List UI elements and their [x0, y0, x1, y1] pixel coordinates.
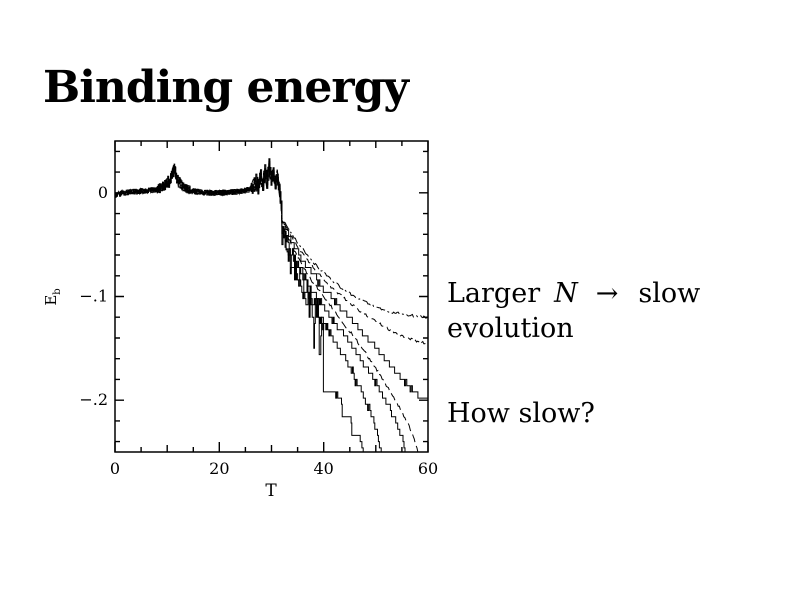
data-curves: [115, 158, 428, 452]
x-axis-label: T: [265, 481, 277, 501]
curve-run-7-largest-N: [115, 164, 428, 319]
annotation-how-slow: How slow?: [447, 398, 595, 429]
slide-title: Binding energy: [43, 62, 409, 113]
curve-run-3: [115, 158, 406, 452]
curve-run-5: [115, 161, 428, 399]
right-arrow-glyph: →: [595, 278, 619, 309]
y-tick-label: 0: [98, 183, 108, 202]
curve-run-1-smallest-N: [115, 165, 364, 452]
x-tick-label: 20: [209, 459, 229, 478]
annotation-larger-n-post: slow: [638, 278, 701, 309]
y-tick-label: −.1: [79, 287, 108, 306]
annotation-larger-n-line2: evolution: [447, 313, 574, 344]
x-tick-label: 60: [418, 459, 438, 478]
annotation-n-variable: N: [554, 278, 578, 309]
annotation-larger-n: Larger N → slow evolution: [447, 276, 747, 346]
y-axis-label-sub: b: [52, 288, 63, 294]
binding-energy-plot: 0 20 40 60 0 −.1 −.2 T Eb: [42, 140, 438, 501]
axis-ticks: [114, 141, 429, 452]
y-axis-label-main: E: [42, 295, 60, 306]
x-tick-label: 0: [110, 459, 120, 478]
y-axis-label: Eb: [42, 288, 63, 305]
plot-area: 0 20 40 60 0 −.1 −.2 T Eb: [30, 125, 450, 505]
annotation-larger-n-pre: Larger: [447, 278, 541, 309]
curve-run-2: [115, 162, 382, 452]
x-tick-label: 40: [313, 459, 333, 478]
y-tick-label: −.2: [79, 390, 108, 409]
axis-tick-labels: 0 20 40 60 0 −.1 −.2: [79, 183, 438, 478]
plot-frame: [114, 140, 429, 453]
